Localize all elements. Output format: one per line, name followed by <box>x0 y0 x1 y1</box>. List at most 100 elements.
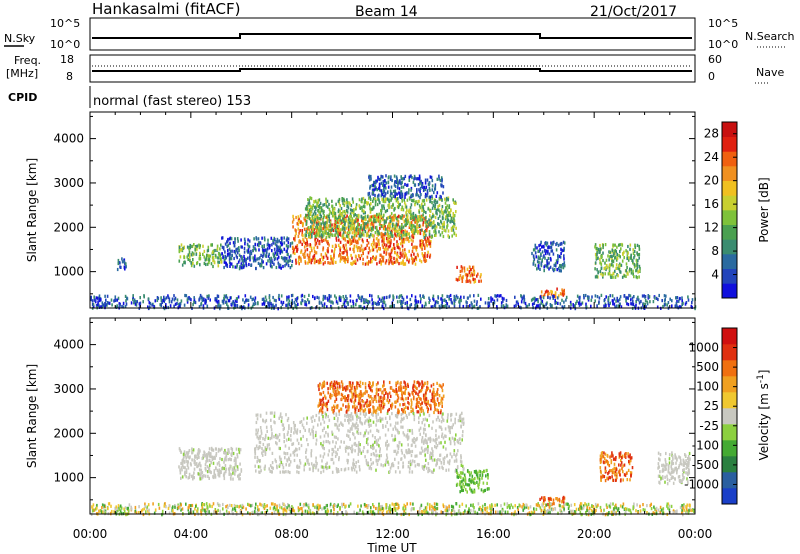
power-cell <box>385 243 388 247</box>
velocity-cell <box>347 467 350 471</box>
power-cell <box>294 234 297 238</box>
power-cell <box>314 208 317 212</box>
power-cell <box>632 261 634 265</box>
power-cell <box>308 201 311 205</box>
velocity-cell <box>416 462 419 467</box>
velocity-cell <box>321 444 323 448</box>
power-cell <box>387 247 389 251</box>
velocity-cell <box>262 449 264 453</box>
power-cell <box>391 216 394 220</box>
power-cell <box>273 254 275 258</box>
power-cell <box>319 201 322 205</box>
power-cell <box>367 241 370 245</box>
power-cell <box>562 266 565 270</box>
power-cell <box>240 238 242 242</box>
power-cell <box>224 260 226 264</box>
power-cell <box>404 174 407 178</box>
power-cell <box>617 266 619 270</box>
power-cell <box>312 212 315 216</box>
power-cell <box>215 255 217 259</box>
power-cell <box>221 245 224 249</box>
power-cell <box>210 243 212 247</box>
power-cell <box>291 293 294 297</box>
power-cell <box>448 305 450 309</box>
velocity-cell <box>265 433 267 437</box>
power-region-10 <box>90 293 697 311</box>
power-cell <box>415 177 418 181</box>
power-cell <box>417 194 420 198</box>
power-cell <box>391 196 393 200</box>
power-cell <box>563 264 566 268</box>
power-cell <box>397 220 400 224</box>
velocity-cell <box>400 413 403 417</box>
power-cell <box>368 260 370 264</box>
power-cell <box>353 214 355 218</box>
power-cell <box>439 210 441 214</box>
velocity-cell <box>357 449 360 453</box>
power-cell <box>311 258 313 262</box>
velocity-cell <box>325 463 327 467</box>
power-cell <box>376 302 378 306</box>
power-cell <box>328 207 331 211</box>
power-cell <box>367 262 369 266</box>
power-cell <box>399 191 401 195</box>
power-cell <box>369 186 371 190</box>
velocity-cell <box>298 447 301 451</box>
velocity-cell <box>288 437 290 441</box>
power-cell <box>414 220 416 224</box>
power-cell <box>354 220 356 224</box>
power-cell <box>345 299 347 303</box>
power-cell <box>331 214 334 218</box>
velocity-cell <box>319 392 321 396</box>
power-cell <box>273 257 276 262</box>
power-cell <box>452 225 454 229</box>
power-cell <box>221 299 224 303</box>
power-cell <box>389 230 392 234</box>
power-cell <box>322 203 324 207</box>
power-cell <box>320 301 323 305</box>
velocity-cell <box>427 448 429 452</box>
power-cell <box>313 219 316 223</box>
power-cell <box>381 192 384 197</box>
power-cell <box>327 247 329 251</box>
velocity-cell <box>391 412 393 416</box>
power-cell <box>438 230 440 234</box>
velocity-cell <box>374 440 376 444</box>
power-cell <box>501 296 504 300</box>
power-cell <box>119 261 121 265</box>
power-cell <box>322 211 325 215</box>
power-cell <box>402 225 405 229</box>
power-cell <box>676 299 678 304</box>
velocity-cell <box>354 449 356 453</box>
power-cell <box>249 256 252 260</box>
power-cell <box>449 220 452 224</box>
velocity-cell <box>370 458 372 462</box>
power-cell <box>413 258 415 262</box>
velocity-cell <box>355 391 357 395</box>
power-cell <box>374 231 377 235</box>
velocity-cell <box>294 448 297 453</box>
power-cell <box>98 303 100 307</box>
velocity-cell <box>312 435 315 440</box>
power-cell <box>349 299 352 303</box>
power-cell <box>388 200 391 204</box>
power-cell <box>421 208 423 213</box>
power-cell <box>342 295 345 299</box>
power-cell <box>234 303 236 307</box>
power-cell <box>358 198 361 202</box>
power-cell <box>321 208 324 212</box>
power-cell <box>239 265 241 269</box>
power-cell <box>185 294 188 298</box>
velocity-cell <box>255 444 258 448</box>
power-cell <box>544 256 546 260</box>
power-cell <box>545 249 548 253</box>
power-cell <box>602 275 604 279</box>
velocity-cell <box>287 416 290 421</box>
power-cell <box>608 258 610 262</box>
power-cell <box>315 229 318 233</box>
velocity-cell <box>413 418 416 422</box>
velocity-cell <box>380 417 383 421</box>
power-cell <box>440 176 443 180</box>
velocity-cell <box>383 383 385 387</box>
velocity-cell <box>456 465 459 469</box>
